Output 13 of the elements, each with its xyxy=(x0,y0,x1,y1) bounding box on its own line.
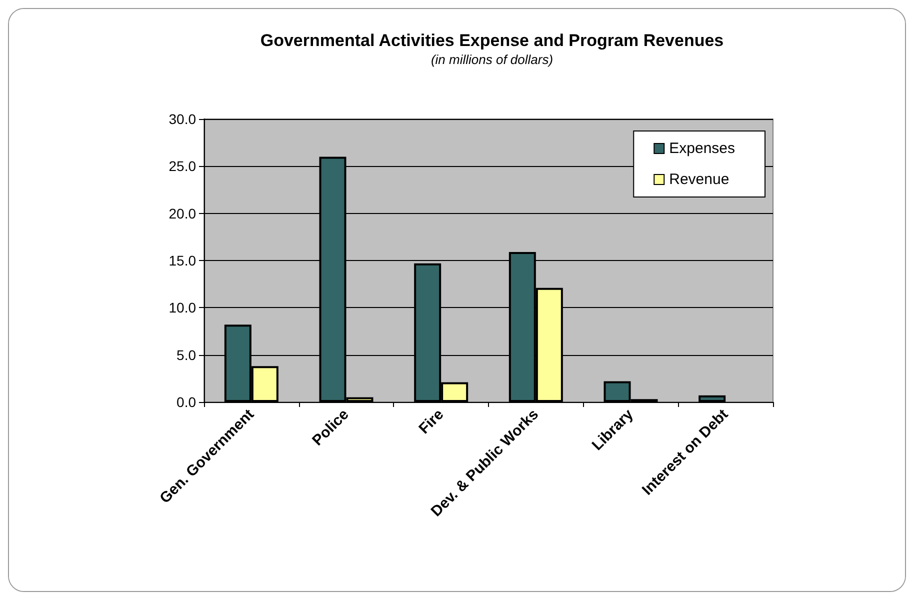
y-tick-label: 30.0 xyxy=(168,111,196,127)
y-tick-label: 15.0 xyxy=(168,252,196,268)
y-tick-label: 10.0 xyxy=(168,300,196,316)
chart-subtitle: (in millions of dollars) xyxy=(430,52,554,67)
legend-label: Revenue xyxy=(669,171,730,188)
chart-title: Governmental Activities Expense and Program Revenues xyxy=(260,31,724,50)
y-tick-label: 20.0 xyxy=(168,205,196,222)
y-tick-label: 5.0 xyxy=(176,346,196,363)
y-tick-label: 25.0 xyxy=(168,158,196,174)
x-tick-label: Fire xyxy=(416,406,448,438)
y-tick-label: 0.0 xyxy=(176,394,196,410)
bar xyxy=(698,395,726,402)
legend-label: Expenses xyxy=(669,140,735,157)
